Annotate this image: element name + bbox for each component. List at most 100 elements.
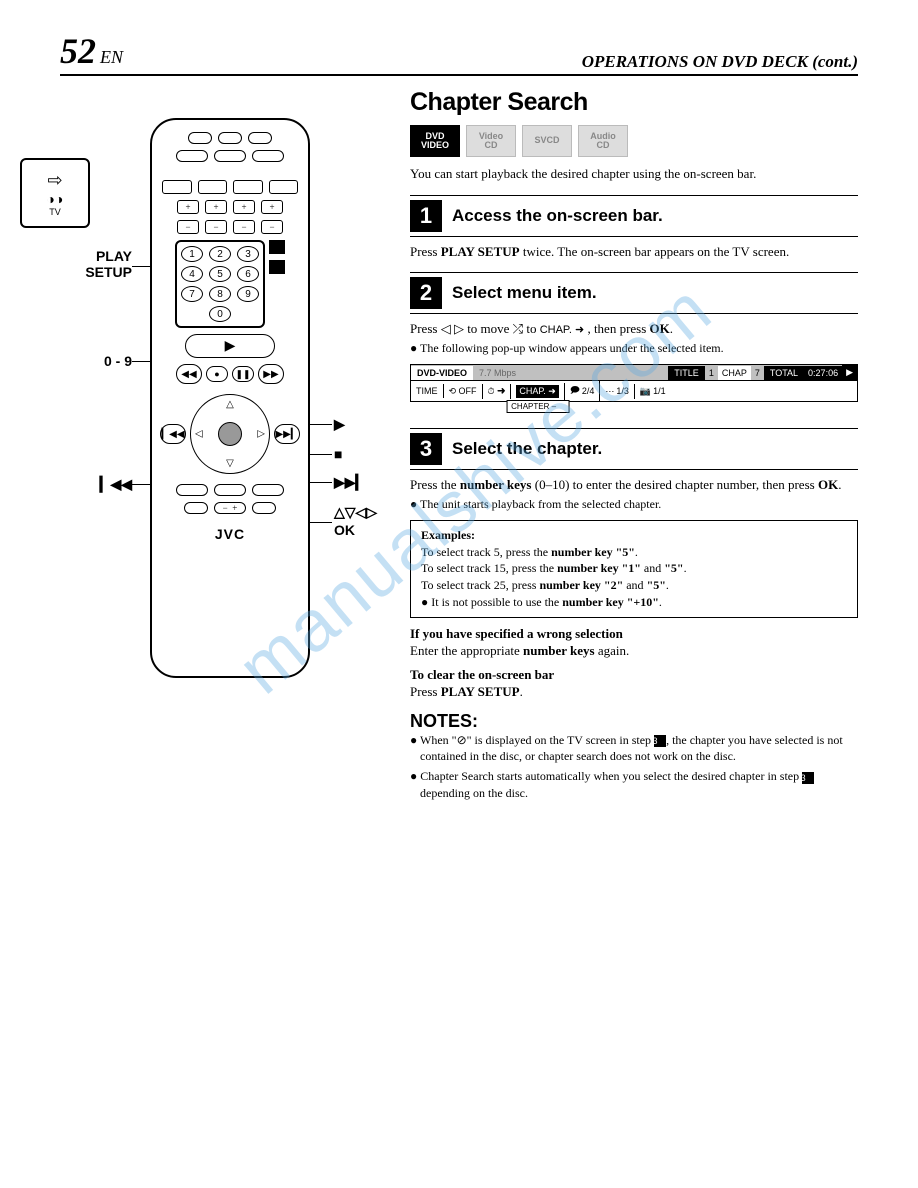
- remote-button: [252, 150, 284, 162]
- step-1-number: 1: [410, 200, 442, 232]
- remote-pause: ❚❚: [232, 366, 254, 382]
- step-2-number: 2: [410, 277, 442, 309]
- badge-audio-cd: AudioCD: [578, 125, 628, 157]
- remote-rewind: ◀◀: [176, 364, 202, 384]
- examples-impossible: ● It is not possible to use the number k…: [421, 594, 847, 611]
- osd-dvd-label: DVD-VIDEO: [411, 366, 473, 380]
- remote-next: ▶▶▎: [274, 424, 300, 444]
- remote-play-button: ▶: [185, 334, 275, 358]
- osd-angle: 📷 1/1: [635, 384, 671, 399]
- header-title: OPERATIONS ON DVD DECK (cont.): [582, 52, 858, 72]
- remote-ff: ▶▶: [258, 364, 284, 384]
- callout-prev: ▎◀◀: [72, 476, 132, 493]
- callout-next: ▶▶▎: [334, 474, 366, 491]
- remote-button: [252, 502, 276, 514]
- remote-button: [269, 240, 285, 254]
- remote-button: − +: [214, 502, 246, 514]
- osd-bar: DVD-VIDEO 7.7 Mbps TITLE 1 CHAP 7 TOTAL …: [410, 364, 858, 402]
- osd-chap-label: CHAP: [718, 366, 751, 380]
- remote-num-key: 8: [209, 286, 231, 302]
- remote-num-key: 4: [181, 266, 203, 282]
- examples-line: To select track 15, press the number key…: [421, 560, 847, 577]
- osd-off: ⟲ OFF: [444, 384, 483, 399]
- tv-label: TV: [49, 207, 61, 217]
- notes-item: Chapter Search starts automatically when…: [410, 768, 858, 800]
- remote-num-key: 7: [181, 286, 203, 302]
- content-column: Chapter Search DVDVIDEO VideoCD SVCD Aud…: [410, 88, 858, 805]
- remote-button: [188, 132, 212, 144]
- tv-arrow-icon: ⇨: [47, 170, 62, 191]
- step-1-body: Press PLAY SETUP twice. The on-screen ba…: [410, 243, 858, 261]
- step-3-bullet: The unit starts playback from the select…: [410, 496, 858, 512]
- page-number: 52EN: [60, 30, 123, 72]
- notes-title: NOTES:: [410, 711, 858, 732]
- osd-title-val: 1: [705, 366, 718, 380]
- wrong-selection-body: Enter the appropriate number keys again.: [410, 642, 858, 660]
- remote-button: [198, 180, 228, 194]
- osd-clock: ⏱ ➜: [483, 384, 512, 399]
- osd-audio: 🗩 2/4: [565, 381, 601, 401]
- remote-button: [214, 484, 246, 496]
- osd-popup: CHAPTER –: [506, 400, 569, 413]
- callout-play: ▶: [334, 416, 345, 433]
- step-2-header: 2 Select menu item.: [410, 272, 858, 314]
- callout-ok: OK: [334, 522, 355, 538]
- osd-total-val: 0:27:06: [804, 366, 842, 380]
- remote-num-key: 1: [181, 246, 203, 262]
- examples-box: Examples: To select track 5, press the n…: [410, 520, 858, 618]
- examples-line: To select track 5, press the number key …: [421, 544, 847, 561]
- osd-total-label: TOTAL: [764, 366, 804, 380]
- remote-button: +: [205, 200, 227, 214]
- remote-button: +: [177, 200, 199, 214]
- remote-button: −: [205, 220, 227, 234]
- remote-stop: ●: [206, 366, 228, 382]
- remote-button: [176, 484, 208, 496]
- remote-num-key: 0: [209, 306, 231, 322]
- step-1-header: 1 Access the on-screen bar.: [410, 195, 858, 237]
- remote-illustration: ⇨ ◑◑ TV PLAY SETUP 0 - 9 ▎◀◀ ▶ ■ ▶▶▎ △▽◁…: [60, 88, 390, 805]
- remote-button: +: [233, 200, 255, 214]
- remote-dpad: △▽ ◁▷: [190, 394, 270, 474]
- step-3-number: 3: [410, 433, 442, 465]
- remote-body: ++++ −−−− 123 456 789 0 ▶ ◀: [150, 118, 310, 678]
- format-badges: DVDVIDEO VideoCD SVCD AudioCD: [410, 125, 858, 157]
- callout-arrows: △▽◁▷: [334, 504, 377, 521]
- osd-time: TIME: [411, 384, 444, 398]
- page-header: 52EN OPERATIONS ON DVD DECK (cont.): [60, 30, 858, 76]
- section-title: Chapter Search: [410, 88, 858, 117]
- remote-num-key: 6: [237, 266, 259, 282]
- step-3-title: Select the chapter.: [452, 439, 602, 459]
- remote-ok-button: [218, 422, 242, 446]
- callout-play-setup: PLAY SETUP: [52, 248, 132, 280]
- remote-brand: JVC: [215, 526, 245, 542]
- remote-button: [269, 180, 299, 194]
- notes-item: When "⊘" is displayed on the TV screen i…: [410, 732, 858, 764]
- remote-button: [214, 150, 246, 162]
- examples-title: Examples:: [421, 527, 847, 544]
- step-2-body: Press ◁ ▷ to move ⤮ to CHAP. ➜ , then pr…: [410, 320, 858, 338]
- remote-button: [269, 260, 285, 274]
- remote-button: [218, 132, 242, 144]
- badge-svcd: SVCD: [522, 125, 572, 157]
- tv-callout: ⇨ ◑◑ TV: [20, 158, 90, 228]
- clear-bar-head: To clear the on-screen bar: [410, 667, 858, 683]
- remote-button: [176, 150, 208, 162]
- remote-button: [248, 132, 272, 144]
- remote-button: [184, 502, 208, 514]
- remote-num-key: 2: [209, 246, 231, 262]
- remote-button: +: [261, 200, 283, 214]
- wrong-selection-head: If you have specified a wrong selection: [410, 626, 858, 642]
- remote-num-key: 3: [237, 246, 259, 262]
- badge-dvd-video: DVDVIDEO: [410, 125, 460, 157]
- remote-button: [252, 484, 284, 496]
- remote-num-key: 5: [209, 266, 231, 282]
- step-2-bullet: The following pop-up window appears unde…: [410, 340, 858, 356]
- remote-number-pad: 123 456 789 0: [175, 240, 265, 328]
- remote-button: −: [233, 220, 255, 234]
- step-3-header: 3 Select the chapter.: [410, 428, 858, 470]
- osd-arrow-icon: ▶: [842, 365, 857, 380]
- osd-chap-cell: CHAP. ➜ CHAPTER –: [511, 383, 564, 400]
- badge-video-cd: VideoCD: [466, 125, 516, 157]
- remote-prev: ▎◀◀: [160, 424, 186, 444]
- remote-num-key: 9: [237, 286, 259, 302]
